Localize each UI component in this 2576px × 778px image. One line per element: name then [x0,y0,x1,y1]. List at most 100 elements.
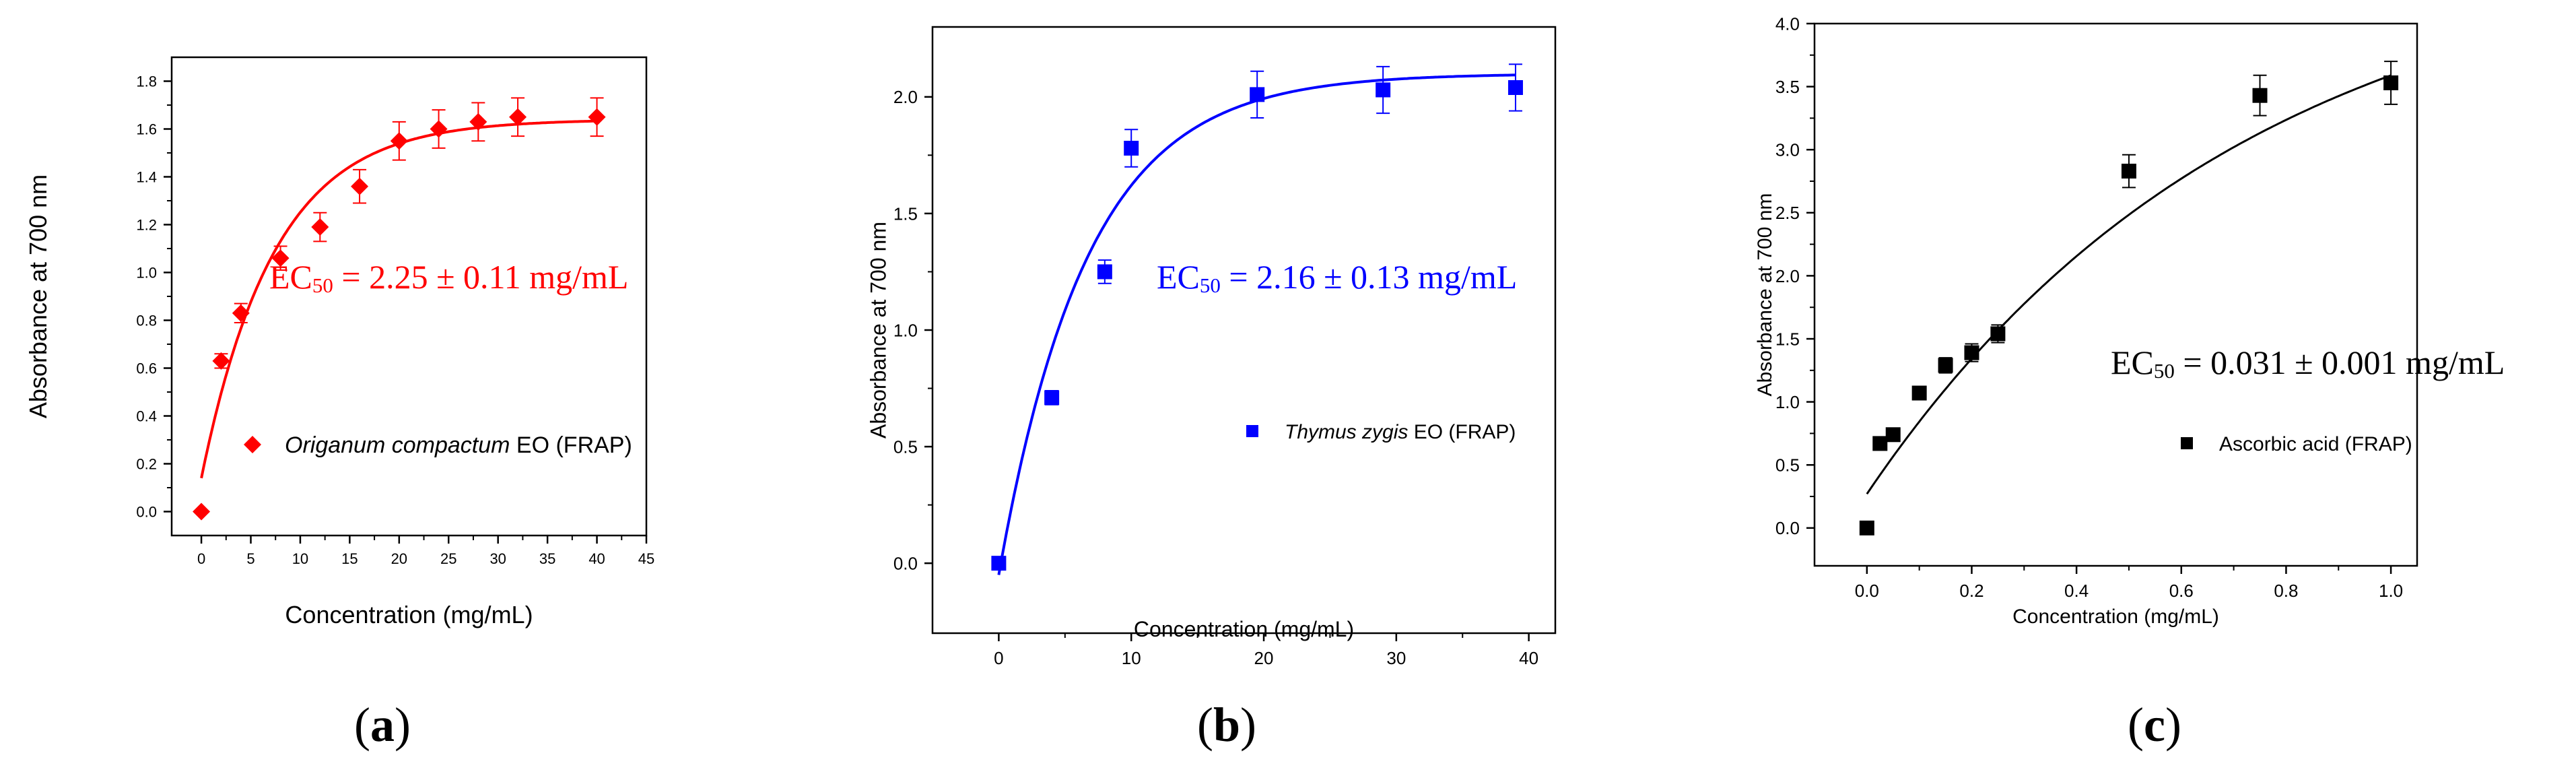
panel-a-data-point [430,120,448,138]
panel-a-y-tick-label: 1.2 [136,216,157,233]
panel-b-y-tick-label: 0.5 [893,436,918,457]
panel-a-data-point [311,218,329,236]
panel-a-ec50-annotation: EC50 = 2.25 ± 0.11 mg/mL [269,258,628,297]
panel-a-y-tick-label: 0.0 [136,503,157,520]
panel-c-y-tick-label: 4.0 [1775,13,1800,34]
panel-a-y-tick-label: 1.8 [136,73,157,90]
panel-a-panel-letter: a [370,698,395,752]
panel-a-x-tick-label: 30 [489,550,506,567]
panel-c-y-tick-label: 1.0 [1775,392,1800,412]
panel-b: 0 10 20 30 40 0.0 0.5 1.0 1.5 2.0 Concentration (m… [867,26,1557,752]
panel-a-y-tick-label: 0.4 [136,408,157,424]
panel-a-ec50-subscript: 50 [312,273,333,297]
panel-c-data-point [1911,385,1927,401]
panel-a-ec50-prefix: EC [269,258,312,296]
panel-a-legend-species: Origanum compactum [285,432,510,458]
panel-b-ec50-prefix: EC [1157,258,1200,296]
panel-a-y-tick-label: 1.4 [136,168,157,185]
panel-a-x-tick-label: 0 [197,550,205,567]
panel-a-panel-label: (a) [354,698,411,752]
panel-b-panel-letter: b [1213,698,1240,752]
panel-a-x-tick-label: 35 [539,550,555,567]
panel-c-ec50-prefix: EC [2111,344,2154,381]
panel-b-ec50-subscript: 50 [1200,273,1221,297]
panel-c-panel-label: (c) [2128,698,2181,752]
panel-c-y-tick-label: 3.0 [1775,140,1800,160]
panel-a-data-point [588,108,606,126]
panel-b-y-tick-label: 1.5 [893,203,918,224]
panel-b-legend-label: Thymus zygis EO (FRAP) [1285,421,1516,443]
panel-c-x-tick-label: 0.2 [1959,581,1984,601]
panel-c-legend-marker [2181,437,2193,449]
panel-b-x-tick-label: 20 [1254,648,1274,668]
panel-b-x-tick-label: 0 [994,648,1003,668]
panel-c-y-tick-label: 3.5 [1775,77,1800,97]
panel-a-y-tick-label: 1.0 [136,264,157,281]
panel-c-y-axis-label: Absorbance at 700 nm [1754,193,1776,397]
panel-b-y-tick-label: 1.0 [893,320,918,340]
panel-a: 0 5 10 15 20 25 30 35 40 45 0.0 0.2 0.4 0.6 0.8 1.0 1.2 1… [24,56,654,752]
panel-c-data-point [1964,345,1979,360]
panel-c-plot-frame [1813,22,2418,567]
panel-c-data-point [2252,88,2268,103]
panel-c-legend-text: Ascorbic acid (FRAP) [2219,433,2412,455]
panel-a-legend-text: EO (FRAP) [510,432,632,458]
panel-a-data-point [232,304,250,322]
panel-b-panel-label: (b) [1197,698,1256,752]
panel-a-x-tick-label: 25 [440,550,456,567]
panel-c-data-point [2383,75,2399,90]
panel-c-ec50-annotation: EC50 = 0.031 ± 0.001 mg/mL [2111,344,2505,383]
panel-a-legend-label: Origanum compactum EO (FRAP) [285,432,632,458]
panel-a-x-tick-label: 5 [246,550,255,567]
panel-c-x-tick-label: 0.8 [2274,581,2298,601]
panel-b-data-point [1376,82,1391,98]
panel-a-data-point [271,249,290,267]
panel-c-y-tick-label: 0.5 [1775,455,1800,476]
panel-c-fit-curve [1866,74,2392,495]
panel-a-data-point [390,132,408,150]
panel-a-data-point [212,352,230,370]
panel-c-y-tick-label: 2.5 [1775,203,1800,223]
panel-c-y-tick-label: 2.0 [1775,266,1800,286]
panel-c-data-point [1859,520,1874,536]
panel-c-data-point [1938,358,1953,373]
panel-b-data-point [1097,264,1112,280]
panel-a-x-axis-label: Concentration (mg/mL) [285,601,533,628]
panel-c-data-point [1872,436,1888,451]
panel-a-y-tick-label: 0.8 [136,312,157,329]
panel-c-x-tick-label: 0.6 [2169,581,2194,601]
panel-b-legend-marker [1246,425,1258,437]
panel-a-x-tick-label: 20 [391,550,407,567]
panel-b-legend-species: Thymus zygis [1285,421,1408,443]
panel-c-data-point [1990,326,2006,342]
panel-b-y-tick-label: 0.0 [893,554,918,574]
panel-c-data-point [1885,427,1901,443]
panel-c-y-tick-label: 0.0 [1775,518,1800,538]
panel-a-x-tick-label: 45 [638,550,654,567]
panel-a-y-tick-label: 0.2 [136,455,157,472]
panel-c-x-tick-label: 0.4 [2064,581,2089,601]
panel-c-panel-letter: c [2144,698,2165,752]
panel-a-x-tick-label: 40 [588,550,605,567]
panel-b-x-tick-label: 10 [1122,648,1141,668]
panel-b-ec50-value: = 2.16 ± 0.13 mg/mL [1221,258,1517,296]
panel-b-y-axis-label: Absorbance at 700 nm [867,222,891,439]
panel-b-y-tick-label: 2.0 [893,87,918,107]
panel-c-legend-label: Ascorbic acid (FRAP) [2219,433,2412,455]
panel-b-data-point [1044,390,1060,406]
panel-b-legend-text: EO (FRAP) [1408,421,1516,443]
panel-c-data-point [2121,164,2136,179]
panel-b-data-point [991,556,1007,571]
panel-c: 0.0 0.2 0.4 0.6 0.8 1.0 0.0 0.5 1.0 1.5 2.0 2.5 3.0 3… [1754,13,2505,752]
panel-b-panel-close: ) [1240,698,1256,752]
panel-b-x-axis-label: Concentration (mg/mL) [1134,617,1354,641]
panel-b-data-point [1507,80,1523,95]
panel-c-x-tick-label: 1.0 [2379,581,2403,601]
panel-a-ec50-value: = 2.25 ± 0.11 mg/mL [333,258,629,296]
panel-a-panel-close: ) [395,698,411,752]
panel-a-legend-marker [244,436,261,453]
panel-c-x-tick-label: 0.0 [1855,581,1879,601]
panel-c-y-tick-label: 1.5 [1775,329,1800,349]
panel-a-x-tick-label: 15 [341,550,358,567]
